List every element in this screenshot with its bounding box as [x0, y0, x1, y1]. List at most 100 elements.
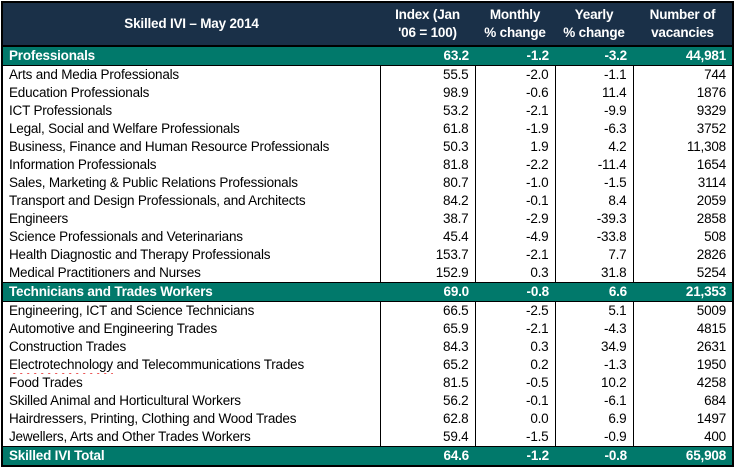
cell-yearly: -1.3 — [554, 356, 633, 374]
cell-index: 84.3 — [379, 338, 475, 356]
cell-index: 66.5 — [379, 301, 475, 320]
row-label: Hairdressers, Printing, Clothing and Woo… — [9, 411, 297, 427]
table-row: Engineering, ICT and Science Technicians… — [2, 301, 733, 320]
row-label: Skilled IVI Total — [2, 446, 380, 467]
cell-vacancies: 3752 — [632, 120, 733, 138]
cell-monthly: -2.1 — [474, 102, 555, 120]
cell-index: 80.7 — [379, 174, 475, 192]
cell-yearly: -3.2 — [555, 45, 633, 66]
cell-monthly: -4.9 — [474, 228, 555, 246]
row-label: Legal, Social and Welfare Professionals — [9, 121, 240, 137]
table-row: Engineers 38.7 -2.9 -39.3 2858 — [2, 210, 733, 228]
cell-index: 62.8 — [379, 410, 475, 428]
table-row: Science Professionals and Veterinarians … — [2, 228, 733, 246]
cell-monthly: -0.1 — [474, 392, 555, 410]
table-row: Hairdressers, Printing, Clothing and Woo… — [2, 410, 733, 428]
cell-vacancies: 1497 — [632, 410, 733, 428]
cell-index: 45.4 — [379, 228, 475, 246]
cell-vacancies: 4815 — [632, 320, 733, 338]
cell-yearly: 10.2 — [554, 374, 633, 392]
row-label: Medical Practitioners and Nurses — [9, 265, 201, 281]
table-row: Health Diagnostic and Therapy Profession… — [2, 246, 733, 264]
cell-index: 56.2 — [379, 392, 475, 410]
cell-yearly: -1.5 — [554, 174, 633, 192]
cell-monthly: -0.1 — [474, 192, 555, 210]
row-label: Professionals — [2, 45, 380, 66]
cell-index: 81.8 — [379, 156, 475, 174]
cell-monthly: -2.2 — [474, 156, 555, 174]
cell-monthly: -1.2 — [475, 45, 555, 66]
table-row: Electrotechnology and Telecommunications… — [2, 356, 733, 374]
total-row: Skilled IVI Total 64.6 -1.2 -0.8 65,908 — [2, 446, 733, 467]
row-label: Science Professionals and Veterinarians — [9, 229, 243, 245]
row-label-rest: and Telecommunications Trades — [112, 357, 305, 373]
cell-monthly: 1.9 — [474, 138, 555, 156]
row-label: Health Diagnostic and Therapy Profession… — [9, 247, 271, 263]
cell-vacancies: 44,981 — [633, 45, 733, 66]
row-label: Engineers — [9, 211, 68, 227]
row-label: Education Professionals — [9, 85, 150, 101]
table-row: ICT Professionals 53.2 -2.1 -9.9 9329 — [2, 102, 733, 120]
cell-monthly: 0.0 — [474, 410, 555, 428]
cell-yearly: 6.9 — [554, 410, 633, 428]
cell-vacancies: 2631 — [632, 338, 733, 356]
cell-yearly: -1.1 — [554, 65, 633, 84]
cell-index: 63.2 — [380, 45, 475, 66]
cell-index: 59.4 — [379, 428, 475, 447]
cell-vacancies: 5009 — [632, 301, 733, 320]
cell-vacancies: 400 — [632, 428, 733, 447]
cell-monthly: -2.0 — [474, 65, 555, 84]
table-row: Skilled Animal and Horticultural Workers… — [2, 392, 733, 410]
cell-monthly: -2.1 — [474, 320, 555, 338]
row-label: Sales, Marketing & Public Relations Prof… — [9, 175, 298, 191]
cell-yearly: 7.7 — [554, 246, 633, 264]
row-label: Jewellers, Arts and Other Trades Workers — [9, 429, 251, 445]
table-title: Skilled IVI – May 2014 — [2, 2, 380, 47]
table-row: Education Professionals 98.9 -0.6 11.4 1… — [2, 84, 733, 102]
cell-index: 53.2 — [379, 102, 475, 120]
cell-index: 61.8 — [379, 120, 475, 138]
section-row: Technicians and Trades Workers 69.0 -0.8… — [2, 282, 733, 302]
cell-yearly: -0.9 — [554, 428, 633, 447]
cell-yearly: 11.4 — [554, 84, 633, 102]
cell-monthly: 0.3 — [474, 338, 555, 356]
cell-index: 81.5 — [379, 374, 475, 392]
row-label: Arts and Media Professionals — [9, 67, 179, 83]
cell-monthly: -2.5 — [474, 301, 555, 320]
cell-monthly: -2.9 — [474, 210, 555, 228]
cell-index: 69.0 — [380, 282, 475, 302]
row-label: Information Professionals — [9, 157, 157, 173]
cell-yearly: -0.8 — [555, 446, 633, 467]
cell-yearly: -39.3 — [554, 210, 633, 228]
table-row: Information Professionals 81.8 -2.2 -11.… — [2, 156, 733, 174]
cell-yearly: -33.8 — [554, 228, 633, 246]
cell-vacancies: 11,308 — [632, 138, 733, 156]
cell-index: 65.9 — [379, 320, 475, 338]
cell-index: 55.5 — [379, 65, 475, 84]
cell-monthly: -0.5 — [474, 374, 555, 392]
cell-yearly: -11.4 — [554, 156, 633, 174]
row-label: Construction Trades — [9, 339, 127, 355]
cell-yearly: 5.1 — [554, 301, 633, 320]
row-label: Technicians and Trades Workers — [2, 282, 380, 302]
row-label: Automotive and Engineering Trades — [9, 321, 218, 337]
row-label: Business, Finance and Human Resource Pro… — [9, 139, 330, 155]
cell-vacancies: 5254 — [632, 264, 733, 283]
row-label: Electrotechnology and Telecommunications… — [2, 356, 380, 374]
cell-vacancies: 65,908 — [633, 446, 733, 467]
cell-index: 65.2 — [379, 356, 475, 374]
cell-index: 64.6 — [380, 446, 475, 467]
column-header-monthly: Monthly % change — [475, 2, 555, 47]
row-label: Transport and Design Professionals, and … — [9, 193, 306, 209]
cell-vacancies: 508 — [632, 228, 733, 246]
cell-monthly: -1.0 — [474, 174, 555, 192]
cell-vacancies: 1950 — [632, 356, 733, 374]
cell-monthly: 0.3 — [474, 264, 555, 283]
cell-index: 38.7 — [379, 210, 475, 228]
table-row: Construction Trades 84.3 0.3 34.9 2631 — [2, 338, 733, 356]
cell-monthly: 0.2 — [474, 356, 555, 374]
column-header-yearly: Yearly % change — [555, 2, 633, 47]
cell-monthly: -1.2 — [475, 446, 555, 467]
cell-yearly: -4.3 — [554, 320, 633, 338]
